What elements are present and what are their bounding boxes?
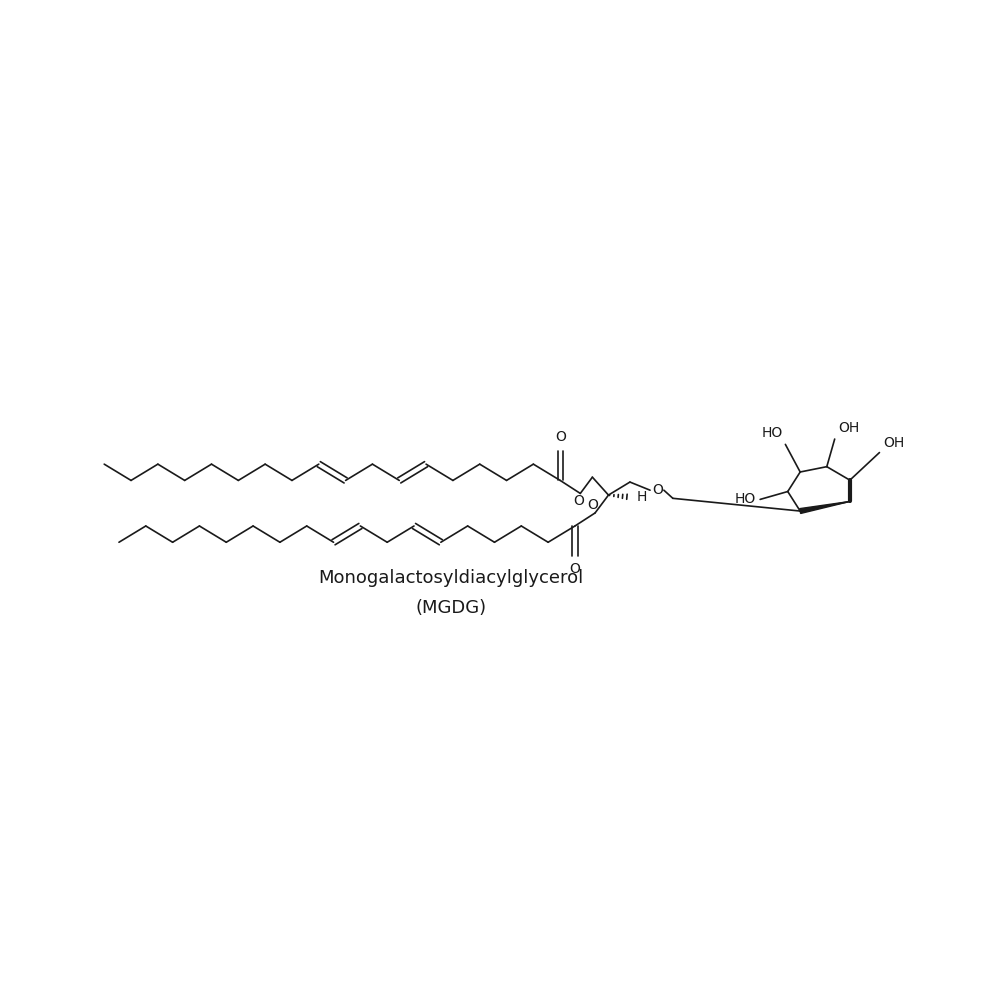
Text: O: O bbox=[588, 498, 599, 512]
Text: HO: HO bbox=[735, 492, 756, 506]
Text: O: O bbox=[573, 494, 584, 508]
Text: OH: OH bbox=[839, 421, 860, 435]
Polygon shape bbox=[800, 501, 850, 513]
Text: Monogalactosyldiacylglycerol: Monogalactosyldiacylglycerol bbox=[318, 569, 583, 587]
Text: O: O bbox=[555, 430, 566, 444]
Text: O: O bbox=[652, 483, 663, 497]
Text: (MGDG): (MGDG) bbox=[415, 599, 486, 617]
Text: HO: HO bbox=[761, 426, 782, 440]
Text: O: O bbox=[570, 562, 580, 576]
Text: OH: OH bbox=[883, 436, 905, 450]
Text: H: H bbox=[637, 490, 647, 504]
